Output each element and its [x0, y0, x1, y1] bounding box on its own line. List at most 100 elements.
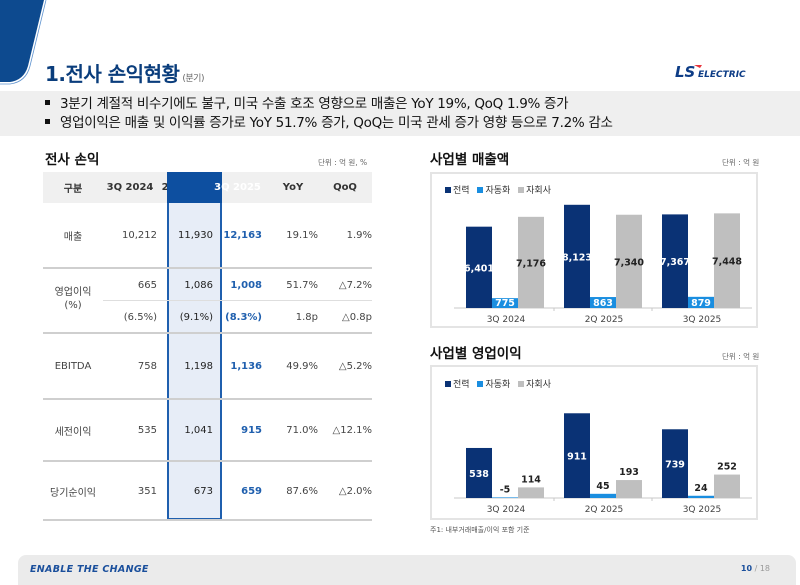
data-label: 775 — [495, 298, 515, 309]
data-label: 739 — [665, 460, 685, 471]
bar-전력 — [662, 429, 688, 498]
data-label: 8,123 — [562, 252, 592, 263]
bar-전력 — [466, 447, 492, 498]
chart1-plot: 6,401 775 7,176 3Q 2024 8,123 863 7,340 2Q 2025… — [454, 204, 752, 325]
data-label: 193 — [619, 467, 639, 478]
chart2-unit: 단위 : 억 원 — [722, 352, 760, 361]
data-label: 7,340 — [614, 257, 644, 268]
cell: 19.1% — [286, 230, 318, 241]
page-title-sub: (분기) — [182, 74, 204, 84]
footer-slogan: ENABLE THE CHANGE — [30, 564, 149, 575]
bar-자회사 — [714, 474, 740, 498]
bar-자동화 — [688, 495, 714, 498]
cell: 351 — [137, 485, 157, 497]
data-label: -5 — [500, 484, 511, 495]
cell: △12.1% — [332, 424, 372, 436]
chart1-box: 전력 자동화 자회사 6,401 775 7,176 3Q 2024 8,123 863 7… — [430, 172, 758, 328]
data-label: 7,176 — [516, 258, 546, 269]
x-tick-label: 3Q 2024 — [487, 315, 526, 325]
row-label: 세전이익 — [54, 426, 92, 438]
ls-electric-logo: LS ELECTRIC — [675, 63, 746, 81]
row-divider — [43, 460, 372, 462]
x-tick-label: 2Q 2025 — [585, 315, 624, 325]
cell: 758 — [137, 360, 157, 372]
chart2-legend: 전력 자동화 자회사 — [445, 377, 556, 390]
cell: △0.8p — [342, 311, 372, 323]
cell: (9.1%) — [179, 311, 213, 323]
data-label: 879 — [691, 298, 711, 309]
data-label: 45 — [596, 481, 609, 492]
legend-item: 전력 — [445, 186, 470, 196]
cell: 535 — [137, 424, 157, 436]
legend-item: 전력 — [445, 380, 470, 390]
table-row: 매출 10,212 11,930 12,163 19.1% 1.9% — [43, 203, 372, 268]
bar-전력 — [466, 226, 492, 308]
header-cell-3q2025: 3Q 2025 — [214, 182, 261, 193]
chart2-box: 전력 자동화 자회사 538 -5 114 3Q 2024 911 45 193 2Q 202… — [430, 365, 758, 520]
x-tick-label: 3Q 2025 — [683, 505, 722, 515]
cell: 673 — [193, 485, 213, 497]
footer: ENABLE THE CHANGE 10 / 18 — [18, 555, 796, 585]
cell: 87.6% — [286, 485, 318, 497]
header-cell: 구분 — [63, 184, 83, 195]
pl-table-title: 전사 손익 — [45, 152, 100, 168]
legend-label: 자동화 — [485, 186, 511, 196]
cell: △7.2% — [338, 279, 372, 291]
footnote: 주1: 내부거래매출/이익 포함 기준 — [430, 526, 530, 534]
cell: 51.7% — [286, 279, 318, 291]
data-label: 7,448 — [712, 257, 742, 268]
chart1-title: 사업별 매출액 — [430, 152, 510, 168]
corner-decoration — [0, 0, 47, 85]
legend-label: 자회사 — [526, 186, 551, 196]
bar-자동화 — [590, 297, 616, 308]
legend-item: 자동화 — [477, 380, 510, 390]
header-cell: QoQ — [333, 182, 357, 193]
legend-swatch — [477, 186, 484, 193]
cell: 1,008 — [230, 279, 262, 291]
chart1-legend: 전력 자동화 자회사 — [445, 183, 556, 196]
cell: (8.3%) — [225, 311, 262, 323]
legend-label: 자회사 — [526, 380, 551, 390]
legend-swatch — [518, 380, 525, 387]
header-cell: YoY — [282, 182, 304, 193]
table-body: 매출 10,212 11,930 12,163 19.1% 1.9% 영업이익 … — [43, 203, 372, 523]
sub-row-divider — [103, 300, 372, 301]
table-row: EBITDA 758 1,198 1,136 49.9% △5.2% — [43, 334, 372, 398]
cell: 1.8p — [295, 311, 318, 323]
row-label-line1: 영업이익 — [54, 287, 92, 298]
legend-label: 자동화 — [485, 380, 511, 390]
bar-전력 — [662, 214, 688, 308]
x-tick-label: 2Q 2025 — [585, 505, 624, 515]
summary-text: 영업이익은 매출 및 이익률 증가로 YoY 51.7% 증가, QoQ는 미국… — [60, 115, 613, 131]
cell: 10,212 — [122, 230, 157, 241]
cell: 915 — [241, 424, 262, 436]
cell: 11,930 — [178, 230, 213, 241]
row-label: 영업이익 (%) — [43, 286, 103, 312]
row-divider — [43, 332, 372, 334]
cell: 1.9% — [346, 230, 372, 241]
cell: 1,041 — [184, 424, 213, 436]
bar-자회사 — [518, 487, 544, 498]
cell: 665 — [137, 279, 157, 291]
bullet-icon — [45, 118, 50, 124]
summary-line: 3분기 계절적 비수기에도 불구, 미국 수출 호조 영향으로 매출은 YoY … — [45, 95, 800, 114]
data-label: 114 — [521, 474, 541, 485]
bar-전력 — [564, 413, 590, 498]
cell: 71.0% — [286, 424, 318, 436]
bar-자동화 — [688, 296, 714, 308]
data-label: 7,367 — [660, 257, 690, 268]
row-divider — [43, 267, 372, 269]
page-indicator: 10 / 18 — [741, 564, 770, 573]
row-divider — [43, 519, 372, 521]
table-row: 세전이익 535 1,041 915 71.0% △12.1% — [43, 400, 372, 460]
cell: 1,136 — [230, 360, 262, 372]
legend-label: 전력 — [453, 380, 470, 390]
bar-자동화 — [492, 497, 518, 498]
legend-label: 전력 — [453, 186, 470, 196]
highlight-column-header — [167, 172, 222, 203]
cell: (6.5%) — [123, 311, 157, 323]
row-label: EBITDA — [54, 360, 92, 372]
data-label: 6,401 — [464, 263, 494, 274]
data-label: 252 — [717, 462, 737, 473]
row-label: 매출 — [63, 232, 83, 243]
